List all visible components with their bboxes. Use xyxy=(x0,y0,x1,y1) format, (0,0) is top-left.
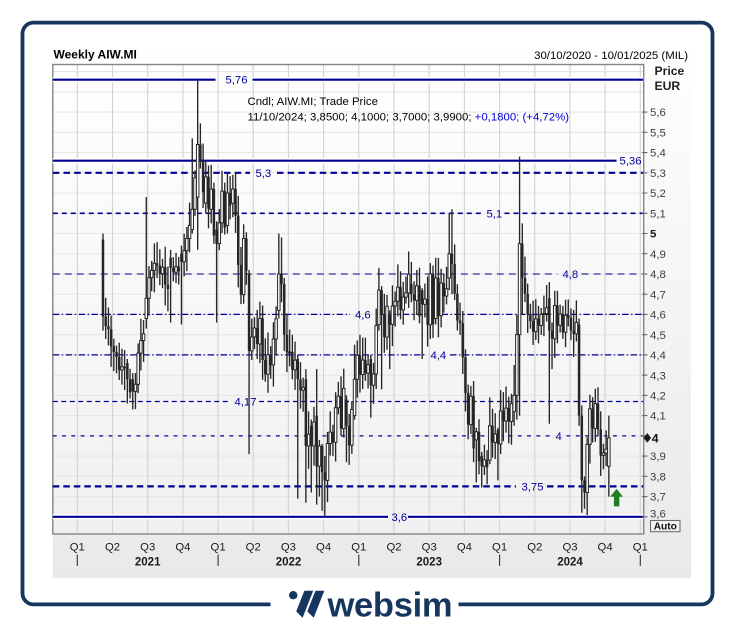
svg-text:5,1: 5,1 xyxy=(650,208,666,220)
svg-text:Q4: Q4 xyxy=(175,541,190,553)
svg-text:EUR: EUR xyxy=(655,79,681,93)
svg-text:Cndl; AIW.MI; Trade Price: Cndl; AIW.MI; Trade Price xyxy=(248,96,378,108)
svg-text:4,2: 4,2 xyxy=(650,391,666,403)
svg-text:4,8: 4,8 xyxy=(650,269,666,281)
svg-text:4,17: 4,17 xyxy=(235,397,257,409)
svg-text:5,3: 5,3 xyxy=(256,168,272,180)
svg-text:Q3: Q3 xyxy=(562,541,577,553)
svg-text:Q4: Q4 xyxy=(457,541,472,553)
svg-text:Q2: Q2 xyxy=(386,541,401,553)
svg-text:4,4: 4,4 xyxy=(431,350,447,362)
svg-text:4,5: 4,5 xyxy=(650,330,666,342)
svg-text:3,9: 3,9 xyxy=(650,451,666,463)
svg-text:5,4: 5,4 xyxy=(650,148,666,160)
svg-text:5,1: 5,1 xyxy=(487,208,503,220)
svg-text:3,8: 3,8 xyxy=(650,471,666,483)
svg-text:4,6: 4,6 xyxy=(355,310,371,322)
svg-text:5: 5 xyxy=(650,229,657,241)
svg-text:2022: 2022 xyxy=(276,556,302,568)
svg-text:4,8: 4,8 xyxy=(563,269,579,281)
svg-text:3,7: 3,7 xyxy=(650,492,666,504)
svg-text:Q3: Q3 xyxy=(422,541,437,553)
svg-text:11/10/2024; 3,8500; 4,1000; 3,: 11/10/2024; 3,8500; 4,1000; 3,7000; 3,99… xyxy=(248,112,570,124)
svg-text:Q1: Q1 xyxy=(492,541,507,553)
svg-text:2021: 2021 xyxy=(135,556,161,568)
svg-text:Q1: Q1 xyxy=(70,541,85,553)
svg-text:websim: websim xyxy=(327,587,453,625)
svg-text:Q1: Q1 xyxy=(351,541,366,553)
svg-text:Q3: Q3 xyxy=(281,541,296,553)
svg-text:Q4: Q4 xyxy=(316,541,331,553)
svg-text:2023: 2023 xyxy=(416,556,442,568)
svg-text:4,7: 4,7 xyxy=(650,289,666,301)
svg-text:Auto: Auto xyxy=(654,522,677,533)
svg-text:5,5: 5,5 xyxy=(650,127,666,139)
svg-text:4,6: 4,6 xyxy=(650,310,666,322)
svg-text:3,75: 3,75 xyxy=(522,482,544,494)
svg-text:Q1: Q1 xyxy=(211,541,226,553)
svg-text:5,6: 5,6 xyxy=(650,107,666,119)
svg-text:Q1: Q1 xyxy=(633,541,648,553)
svg-text:4: 4 xyxy=(652,431,659,445)
svg-text:Q2: Q2 xyxy=(527,541,542,553)
svg-text:Q2: Q2 xyxy=(246,541,261,553)
svg-text:5,36: 5,36 xyxy=(620,156,642,168)
svg-text:30/10/2020 - 10/01/2025 (MIL): 30/10/2020 - 10/01/2025 (MIL) xyxy=(534,50,688,62)
svg-text:Price: Price xyxy=(655,64,685,78)
svg-text:4,9: 4,9 xyxy=(650,249,666,261)
svg-text:Q2: Q2 xyxy=(105,541,120,553)
svg-text:4,1: 4,1 xyxy=(650,411,666,423)
svg-text:4,4: 4,4 xyxy=(650,350,666,362)
svg-text:3,6: 3,6 xyxy=(650,509,666,521)
svg-text:2024: 2024 xyxy=(557,556,583,568)
svg-text:3,6: 3,6 xyxy=(392,512,408,524)
svg-text:Q3: Q3 xyxy=(140,541,155,553)
svg-text:5,2: 5,2 xyxy=(650,188,666,200)
svg-text:Q4: Q4 xyxy=(598,541,613,553)
svg-text:4: 4 xyxy=(556,431,562,443)
svg-text:5,76: 5,76 xyxy=(226,75,248,87)
svg-text:5,3: 5,3 xyxy=(650,168,666,180)
svg-text:Weekly AIW.MI: Weekly AIW.MI xyxy=(54,47,137,61)
svg-text:4,3: 4,3 xyxy=(650,370,666,382)
